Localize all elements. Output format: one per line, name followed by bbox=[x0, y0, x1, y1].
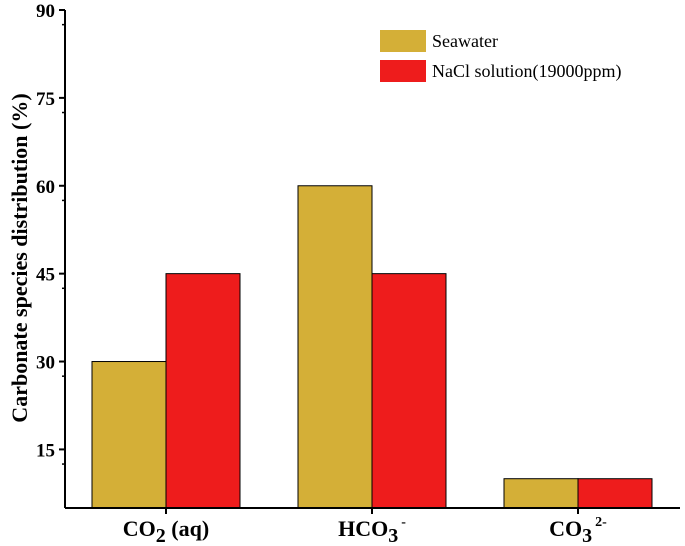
legend-label-0: Seawater bbox=[432, 31, 498, 51]
y-tick-label: 45 bbox=[36, 265, 55, 286]
x-labels-group: CO2 (aq) HCO3- CO32- bbox=[123, 508, 607, 546]
legend-swatch-0 bbox=[380, 30, 426, 52]
bar-seawater-0 bbox=[91, 361, 167, 509]
x-category-label: HCO3- bbox=[338, 515, 406, 546]
y-tick-label: 75 bbox=[36, 89, 55, 110]
y-tick-label: 90 bbox=[36, 1, 55, 22]
bar-nacl-1 bbox=[371, 273, 447, 509]
bar-seawater-1 bbox=[297, 185, 373, 509]
y-axis-label: Carbonate species distribution (%) bbox=[7, 93, 32, 422]
bars-group bbox=[91, 185, 653, 509]
legend: Seawater NaCl solution(19000ppm) bbox=[380, 30, 622, 82]
x-category-label: CO32- bbox=[549, 515, 607, 546]
legend-label-1: NaCl solution(19000ppm) bbox=[432, 61, 622, 82]
bar-seawater-2 bbox=[503, 478, 579, 509]
y-ticks-group: 15 30 45 60 75 90 bbox=[36, 1, 65, 465]
x-category-label: CO2 (aq) bbox=[123, 516, 209, 546]
y-tick-label: 15 bbox=[36, 440, 55, 461]
bar-nacl-0 bbox=[165, 273, 241, 509]
y-tick-label: 30 bbox=[36, 353, 55, 374]
bar-nacl-2 bbox=[577, 478, 653, 509]
legend-swatch-1 bbox=[380, 60, 426, 82]
y-tick-label: 60 bbox=[36, 177, 55, 198]
